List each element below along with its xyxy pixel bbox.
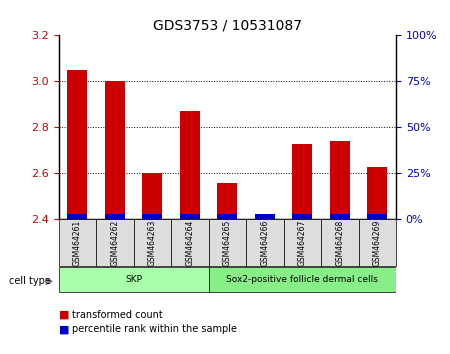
FancyBboxPatch shape	[134, 219, 171, 266]
Bar	[217, 214, 237, 219]
Text: GSM464265: GSM464265	[223, 219, 232, 266]
Text: GSM464263: GSM464263	[148, 219, 157, 266]
Bar	[255, 214, 274, 219]
Bar	[68, 214, 87, 219]
Text: GSM464266: GSM464266	[260, 219, 269, 266]
Bar	[330, 214, 350, 219]
Bar	[292, 214, 312, 219]
Bar	[142, 214, 162, 219]
FancyBboxPatch shape	[58, 267, 208, 292]
FancyBboxPatch shape	[246, 219, 284, 266]
Bar	[330, 141, 350, 219]
Bar	[68, 70, 87, 219]
Text: GSM464268: GSM464268	[335, 219, 344, 266]
Bar	[217, 183, 237, 219]
Bar	[142, 173, 162, 219]
FancyBboxPatch shape	[208, 267, 396, 292]
Text: percentile rank within the sample: percentile rank within the sample	[72, 324, 237, 334]
FancyBboxPatch shape	[321, 219, 359, 266]
Bar	[292, 144, 312, 219]
Text: transformed count: transformed count	[72, 310, 163, 320]
Bar	[105, 214, 125, 219]
Bar	[367, 214, 387, 219]
FancyBboxPatch shape	[284, 219, 321, 266]
Bar	[180, 111, 200, 219]
Bar	[180, 214, 200, 219]
Text: GSM464269: GSM464269	[373, 219, 382, 266]
FancyBboxPatch shape	[208, 219, 246, 266]
FancyBboxPatch shape	[171, 219, 208, 266]
Text: ■: ■	[58, 324, 69, 334]
Title: GDS3753 / 10531087: GDS3753 / 10531087	[153, 19, 302, 33]
Text: GSM464267: GSM464267	[298, 219, 307, 266]
Text: GSM464264: GSM464264	[185, 219, 194, 266]
Text: Sox2-positive follicle dermal cells: Sox2-positive follicle dermal cells	[226, 275, 378, 284]
Text: ■: ■	[58, 310, 69, 320]
Bar	[105, 81, 125, 219]
FancyBboxPatch shape	[96, 219, 134, 266]
Bar	[367, 167, 387, 219]
FancyBboxPatch shape	[359, 219, 396, 266]
FancyBboxPatch shape	[58, 219, 96, 266]
Text: SKP: SKP	[125, 275, 142, 284]
Bar	[255, 215, 274, 219]
Text: GSM464261: GSM464261	[73, 219, 82, 266]
Text: GSM464262: GSM464262	[110, 219, 119, 266]
Text: cell type: cell type	[9, 276, 51, 286]
